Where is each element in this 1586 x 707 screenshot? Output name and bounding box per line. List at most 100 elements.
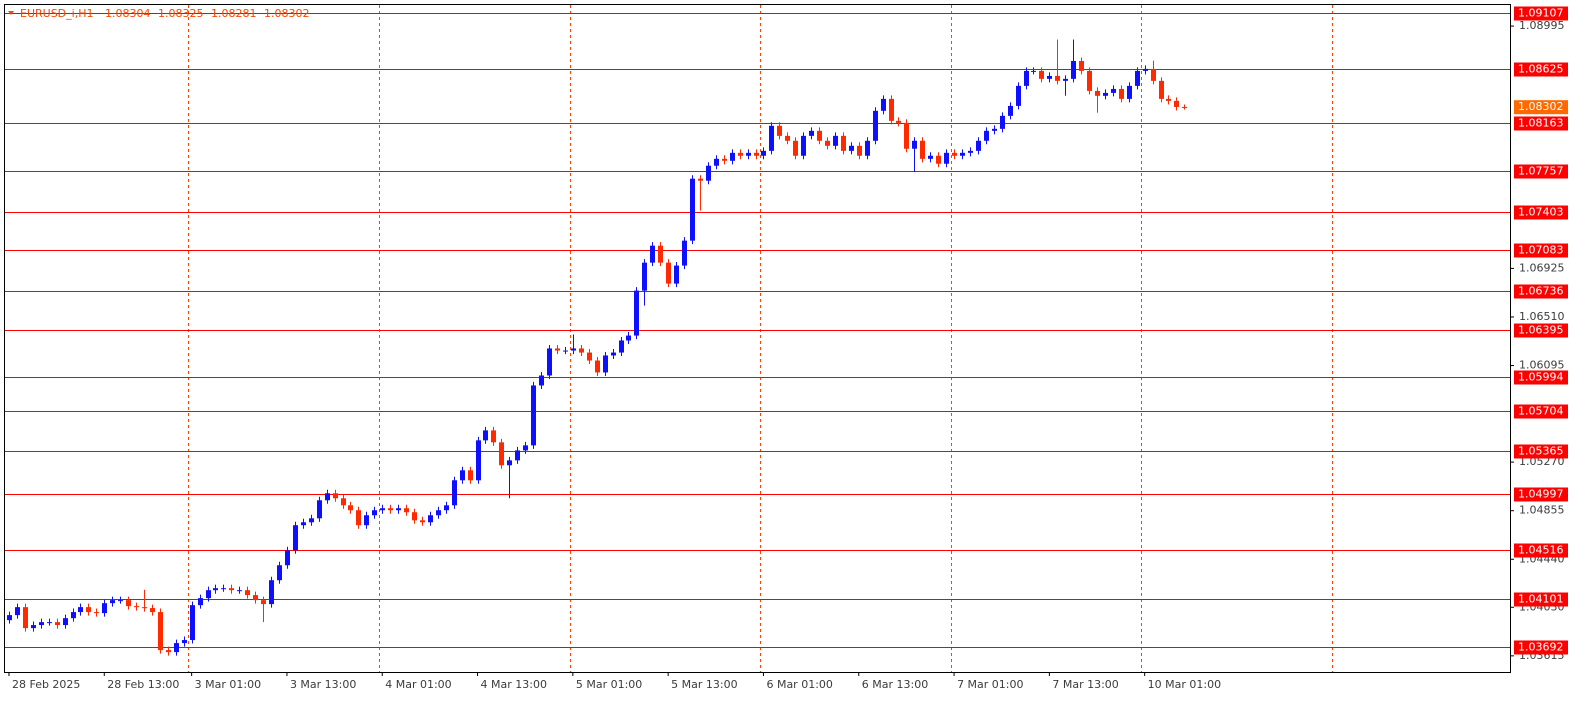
candle-body bbox=[817, 130, 822, 141]
y-tick-label: 1.06095 bbox=[1519, 359, 1565, 372]
level-box bbox=[1514, 404, 1568, 419]
candle-body bbox=[1143, 68, 1148, 71]
candle-body bbox=[388, 508, 393, 511]
candle-body bbox=[666, 262, 671, 284]
candle-body bbox=[714, 158, 719, 166]
candle-body bbox=[1063, 78, 1068, 81]
level-label: 1.07403 bbox=[1518, 206, 1564, 219]
symbol: EURUSD_i,H1 bbox=[20, 7, 93, 20]
level-label: 1.06736 bbox=[1518, 285, 1564, 298]
x-tick-label: 10 Mar 01:00 bbox=[1148, 678, 1221, 691]
candle-body bbox=[642, 262, 647, 291]
candle-body bbox=[587, 352, 592, 361]
level-box bbox=[1514, 323, 1568, 338]
candle-body bbox=[364, 515, 369, 526]
candle-body bbox=[39, 622, 44, 626]
candle-body bbox=[603, 355, 608, 373]
candle-body bbox=[269, 580, 274, 605]
level-layer bbox=[5, 13, 1510, 648]
candle-body bbox=[555, 348, 560, 351]
candle-body bbox=[333, 493, 338, 499]
x-tick-label: 4 Mar 01:00 bbox=[385, 678, 451, 691]
candle-body bbox=[722, 158, 727, 161]
candle-body bbox=[468, 470, 473, 481]
candle-body bbox=[738, 152, 743, 156]
y-tick-label: 1.08995 bbox=[1519, 19, 1565, 32]
candle-body bbox=[849, 145, 854, 151]
candle-body bbox=[444, 505, 449, 511]
candle-body bbox=[1127, 85, 1132, 99]
candle-body bbox=[658, 245, 663, 263]
level-label: 1.07757 bbox=[1518, 165, 1564, 178]
level-label: 1.05704 bbox=[1518, 405, 1564, 418]
candle-body bbox=[674, 265, 679, 284]
candle-body bbox=[491, 430, 496, 443]
candle-body bbox=[571, 348, 576, 351]
candle-body bbox=[285, 550, 290, 566]
candle-body bbox=[1016, 85, 1021, 106]
candle-body bbox=[206, 590, 211, 599]
candle-body bbox=[102, 603, 107, 614]
candle-body bbox=[626, 335, 631, 341]
candle-body bbox=[952, 152, 957, 156]
candle-body bbox=[547, 348, 552, 376]
plot-frame bbox=[4, 4, 1511, 673]
candle-body bbox=[476, 440, 481, 481]
level-box bbox=[1514, 164, 1568, 179]
candle-body bbox=[142, 607, 147, 609]
candle-body bbox=[531, 385, 536, 446]
candle-body bbox=[1055, 75, 1060, 81]
candle-body bbox=[539, 375, 544, 386]
candle-body bbox=[769, 125, 774, 151]
level-label: 1.04101 bbox=[1518, 593, 1564, 606]
candle-body bbox=[1119, 88, 1124, 99]
candle-body bbox=[984, 130, 989, 141]
candle-body bbox=[706, 165, 711, 181]
candle-body bbox=[55, 622, 60, 626]
level-box bbox=[1514, 370, 1568, 385]
x-tick-label: 6 Mar 13:00 bbox=[862, 678, 928, 691]
level-box bbox=[1514, 640, 1568, 655]
x-tick-label: 5 Mar 01:00 bbox=[576, 678, 642, 691]
candle-body bbox=[1047, 75, 1052, 79]
candle-body bbox=[436, 510, 441, 516]
level-label: 1.07083 bbox=[1518, 244, 1564, 257]
chart-title: EURUSD_i,H1 1.08304 1.08325 1.08281 1.08… bbox=[20, 7, 309, 20]
candle-body bbox=[1135, 70, 1140, 86]
y-tick-label: 1.06510 bbox=[1519, 310, 1565, 323]
candle-body bbox=[1087, 70, 1092, 91]
level-label: 1.05994 bbox=[1518, 371, 1564, 384]
candle-body bbox=[1159, 80, 1164, 99]
candle-body bbox=[1182, 106, 1187, 108]
candle-body bbox=[47, 622, 52, 624]
level-label: 1.03692 bbox=[1518, 641, 1564, 654]
candle-body bbox=[309, 518, 314, 523]
candle-body bbox=[960, 152, 965, 156]
x-tick-label: 3 Mar 01:00 bbox=[195, 678, 261, 691]
candle-body bbox=[754, 152, 759, 156]
level-label: 1.08625 bbox=[1518, 63, 1564, 76]
x-tick-label: 5 Mar 13:00 bbox=[671, 678, 737, 691]
last-high: 1.08325 bbox=[158, 7, 204, 20]
candle-body bbox=[412, 512, 417, 521]
candle-body bbox=[785, 135, 790, 141]
candle-body bbox=[865, 140, 870, 156]
candle-body bbox=[1024, 70, 1029, 86]
candle-body bbox=[1174, 100, 1179, 107]
candle-body bbox=[126, 600, 131, 607]
candle-body bbox=[634, 290, 639, 336]
candle-body bbox=[245, 590, 250, 596]
candle-body bbox=[690, 178, 695, 241]
candle-body bbox=[563, 350, 568, 352]
title-arrow bbox=[8, 11, 14, 15]
level-box bbox=[1514, 243, 1568, 258]
candle-body bbox=[579, 348, 584, 353]
candle-body bbox=[158, 612, 163, 651]
candle-body bbox=[912, 140, 917, 149]
candle-body bbox=[1071, 60, 1076, 79]
candle-body bbox=[317, 500, 322, 519]
candle-body bbox=[896, 120, 901, 123]
candle-body bbox=[801, 135, 806, 156]
x-tick-label: 7 Mar 01:00 bbox=[957, 678, 1023, 691]
